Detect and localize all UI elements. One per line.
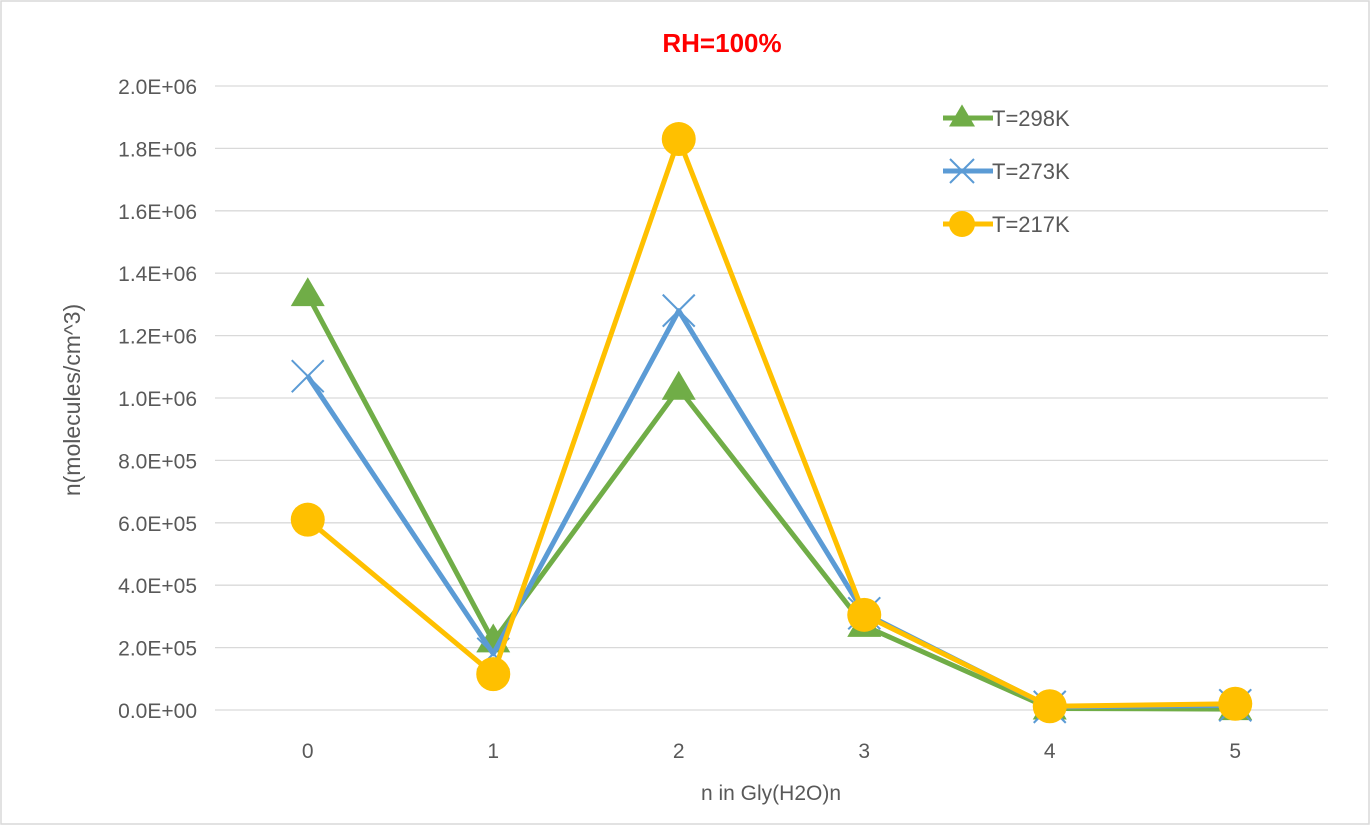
data-point-marker — [291, 359, 325, 393]
y-tick-label: 1.4E+06 — [118, 263, 197, 286]
legend-label: T=217K — [992, 212, 1070, 237]
y-tick-label: 2.0E+05 — [118, 638, 197, 661]
legend-entry: T=298K — [943, 104, 1070, 131]
data-point-marker — [290, 502, 325, 537]
legend-marker-stroke — [949, 158, 975, 184]
x-tick-labels: 0 1 2 3 4 5 — [302, 740, 1241, 763]
y-tick-labels: 0.0E+00 2.0E+05 4.0E+05 6.0E+05 8.0E+05 1.0E+… — [118, 76, 197, 723]
data-point-marker — [290, 277, 325, 307]
data-point-marker-stroke — [662, 293, 696, 328]
x-tick-label: 1 — [487, 740, 499, 763]
data-point-marker — [476, 657, 511, 692]
y-tick-label: 2.0E+06 — [118, 76, 197, 99]
x-tick-label: 2 — [673, 740, 685, 763]
x-tick-label: 4 — [1044, 740, 1056, 763]
series-lines — [290, 122, 1253, 724]
y-tick-label: 1.2E+06 — [118, 326, 197, 349]
y-tick-label: 1.0E+06 — [118, 388, 197, 411]
y-tick-label: 0.0E+00 — [118, 700, 197, 723]
y-axis-label: n(molecules/cm^3) — [59, 304, 85, 496]
y-tick-label: 1.8E+06 — [118, 138, 197, 161]
legend-marker — [949, 211, 975, 237]
legend: T=298K T=273K T=217K — [943, 104, 1070, 237]
legend-marker — [949, 158, 975, 184]
series-2 — [290, 122, 1253, 724]
x-tick-label: 3 — [858, 740, 870, 763]
legend-marker — [949, 104, 975, 127]
series-line — [306, 136, 1236, 709]
data-point-marker — [661, 370, 696, 400]
y-tick-label: 4.0E+05 — [118, 575, 197, 598]
legend-entry: T=217K — [943, 211, 1070, 237]
data-point-marker — [1218, 686, 1253, 721]
y-tick-label: 8.0E+05 — [118, 450, 197, 473]
data-point-marker — [1032, 689, 1067, 724]
chart-title: RH=100% — [662, 28, 781, 58]
legend-entry: T=273K — [943, 158, 1070, 184]
x-axis-label: n in Gly(H2O)n — [701, 782, 841, 805]
legend-label: T=298K — [992, 106, 1070, 131]
y-tick-label: 6.0E+05 — [118, 513, 197, 536]
legend-label: T=273K — [992, 159, 1070, 184]
data-point-marker — [847, 597, 882, 632]
y-tick-label: 1.6E+06 — [118, 201, 197, 224]
x-tick-label: 5 — [1229, 740, 1241, 763]
data-point-marker — [661, 122, 696, 157]
data-point-marker-stroke — [291, 359, 325, 393]
data-point-marker — [662, 293, 696, 328]
x-tick-label: 0 — [302, 740, 314, 763]
